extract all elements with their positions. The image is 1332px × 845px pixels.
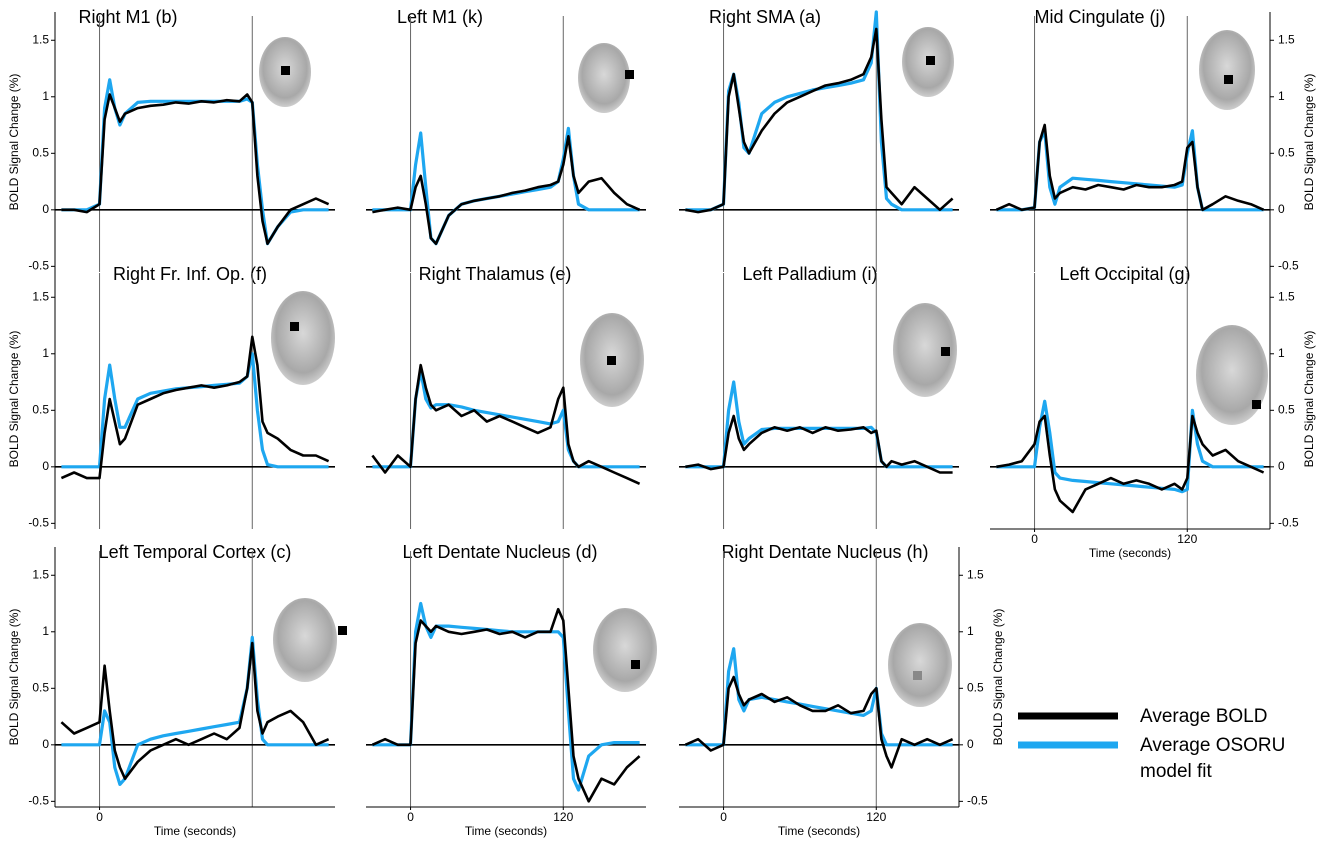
y-tick-label: -0.5 — [28, 259, 49, 273]
y-tick-label: 1.5 — [1278, 289, 1295, 303]
y-tick-label: 0.5 — [32, 145, 49, 159]
y-tick-label: 1 — [967, 624, 974, 638]
x-axis-label: Time (seconds) — [465, 824, 547, 838]
y-tick-label: 0.5 — [32, 402, 49, 416]
x-tick-label: 0 — [720, 810, 727, 824]
y-axis-label: BOLD Signal Change (%) — [1302, 331, 1316, 468]
chart-title: Left Palladium (i) — [742, 264, 877, 284]
legend-label: Average BOLD — [1140, 704, 1305, 730]
x-tick-label: 0 — [1031, 532, 1038, 546]
y-tick-label: 1.5 — [32, 32, 49, 46]
y-axis-label: BOLD Signal Change (%) — [7, 331, 21, 468]
chart: Right M1 (b) -0.5 0 0.5 1 1.5 BOLD Signal Chan… — [0, 0, 1332, 845]
y-tick-label: 0 — [42, 202, 49, 216]
y-tick-label: -0.5 — [28, 794, 49, 808]
series-line — [996, 416, 1263, 512]
y-tick-label: -0.5 — [1278, 516, 1299, 530]
y-tick-label: 0.5 — [1278, 145, 1295, 159]
figure: Right M1 (b) -0.5 0 0.5 1 1.5 BOLD Signal Chan… — [0, 0, 1332, 845]
chart-title: Mid Cingulate (j) — [1034, 7, 1165, 27]
y-tick-label: 1 — [42, 624, 49, 638]
series-line — [996, 125, 1263, 210]
legend-label: Average OSORU model fit — [1140, 733, 1305, 785]
x-tick-label: 120 — [1177, 532, 1197, 546]
chart-title: Left Temporal Cortex (c) — [99, 542, 292, 562]
chart-title: Left M1 (k) — [397, 7, 483, 27]
y-tick-label: -0.5 — [28, 516, 49, 530]
series-line — [372, 128, 639, 243]
y-axis-label: BOLD Signal Change (%) — [7, 74, 21, 211]
y-tick-label: 1.5 — [32, 567, 49, 581]
x-axis-label: Time (seconds) — [154, 824, 236, 838]
series-line — [61, 95, 328, 244]
y-tick-label: 0.5 — [32, 680, 49, 694]
y-axis-label: BOLD Signal Change (%) — [1302, 74, 1316, 211]
y-axis-label: BOLD Signal Change (%) — [7, 609, 21, 746]
x-tick-label: 0 — [96, 810, 103, 824]
y-tick-label: 0 — [1278, 459, 1285, 473]
y-tick-label: 0 — [1278, 202, 1285, 216]
y-tick-label: 0 — [967, 737, 974, 751]
y-tick-label: 1.5 — [32, 289, 49, 303]
chart-title: Right SMA (a) — [709, 7, 821, 27]
y-tick-label: -0.5 — [1278, 259, 1299, 273]
x-axis-label: Time (seconds) — [1089, 546, 1171, 560]
chart-title: Left Dentate Nucleus (d) — [402, 542, 597, 562]
y-tick-label: 0 — [42, 459, 49, 473]
x-axis-label: Time (seconds) — [778, 824, 860, 838]
y-tick-label: 0.5 — [967, 680, 984, 694]
y-tick-label: 0 — [42, 737, 49, 751]
x-tick-label: 120 — [553, 810, 573, 824]
y-tick-label: 1 — [42, 346, 49, 360]
y-tick-label: 1 — [1278, 346, 1285, 360]
chart-title: Right Fr. Inf. Op. (f) — [113, 264, 267, 284]
chart-title: Right Dentate Nucleus (h) — [721, 542, 928, 562]
y-tick-label: 1.5 — [1278, 32, 1295, 46]
chart-title: Right Thalamus (e) — [419, 264, 572, 284]
y-tick-label: 1 — [1278, 89, 1285, 103]
y-tick-label: 1.5 — [967, 567, 984, 581]
y-axis-label: BOLD Signal Change (%) — [991, 609, 1005, 746]
chart-title: Right M1 (b) — [78, 7, 177, 27]
x-tick-label: 120 — [866, 810, 886, 824]
y-tick-label: -0.5 — [967, 794, 988, 808]
x-tick-label: 0 — [407, 810, 414, 824]
chart-title: Left Occipital (g) — [1059, 264, 1190, 284]
y-tick-label: 0.5 — [1278, 402, 1295, 416]
y-tick-label: 1 — [42, 89, 49, 103]
